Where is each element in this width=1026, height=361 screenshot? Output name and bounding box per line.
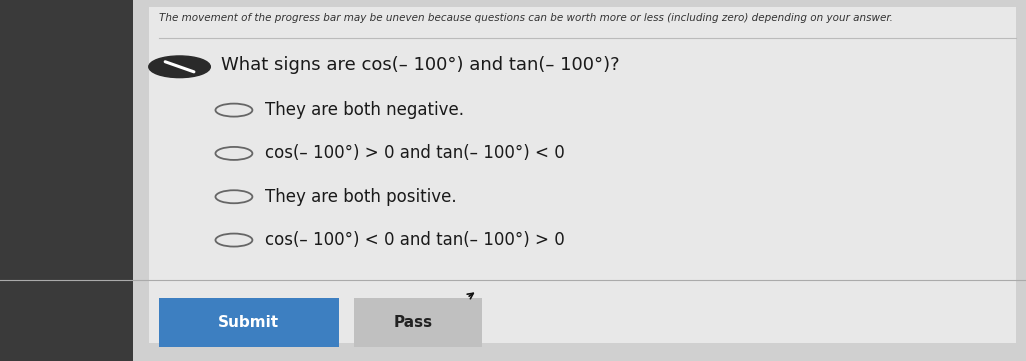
Text: Submit: Submit [219, 315, 279, 330]
FancyBboxPatch shape [149, 7, 1016, 343]
Text: cos(– 100°) < 0 and tan(– 100°) > 0: cos(– 100°) < 0 and tan(– 100°) > 0 [265, 231, 564, 249]
FancyBboxPatch shape [354, 298, 482, 347]
FancyBboxPatch shape [159, 298, 339, 347]
Text: Pass: Pass [393, 315, 433, 330]
Text: They are both positive.: They are both positive. [265, 188, 457, 206]
Circle shape [149, 56, 210, 78]
Text: cos(– 100°) > 0 and tan(– 100°) < 0: cos(– 100°) > 0 and tan(– 100°) < 0 [265, 144, 564, 162]
Text: The movement of the progress bar may be uneven because questions can be worth mo: The movement of the progress bar may be … [159, 13, 893, 23]
Text: What signs are cos(– 100°) and tan(– 100°)?: What signs are cos(– 100°) and tan(– 100… [221, 56, 620, 74]
FancyBboxPatch shape [0, 0, 133, 361]
Text: They are both negative.: They are both negative. [265, 101, 464, 119]
